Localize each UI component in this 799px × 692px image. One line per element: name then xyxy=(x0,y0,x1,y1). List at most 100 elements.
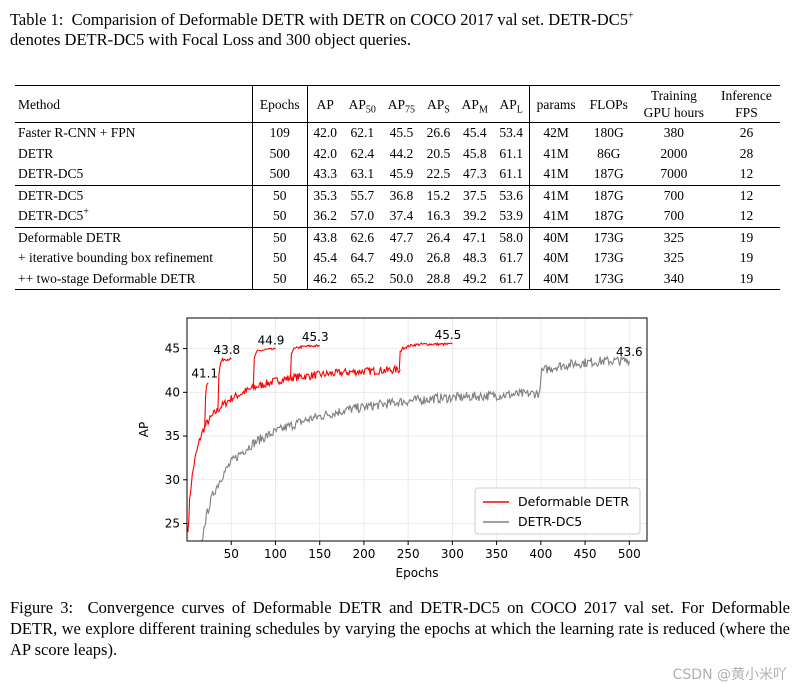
cell-gpu: 340 xyxy=(663,270,684,286)
series-branch xyxy=(398,341,453,370)
table-caption-text: Comparision of Deformable DETR with DETR… xyxy=(71,10,628,29)
cell-ap50: 62.6 xyxy=(350,229,375,245)
plot-frame xyxy=(186,317,648,542)
cell-ap: 42.0 xyxy=(306,143,343,164)
cell-apm: 48.3 xyxy=(462,250,487,266)
cell-params: 41M xyxy=(528,143,583,164)
cell-aps: 26.6 xyxy=(426,125,451,141)
cell-flops: 180G xyxy=(593,125,624,141)
cell-epochs: 109 xyxy=(251,122,308,144)
cell-gpu: 700 xyxy=(663,208,684,224)
cell-apm: 49.2 xyxy=(462,270,487,286)
cell-epochs: 500 xyxy=(251,164,308,185)
cell-fps: 19 xyxy=(739,270,754,286)
y-tick-label: 35 xyxy=(165,429,180,443)
cell-ap: 43.3 xyxy=(306,164,343,185)
cell-gpu: 380 xyxy=(663,125,684,141)
cell-fps: 12 xyxy=(739,166,754,182)
x-tick-label: 100 xyxy=(264,547,287,561)
col-gpu-hours: Training GPU hours xyxy=(643,88,705,120)
cell-apl: 61.1 xyxy=(499,166,523,182)
cell-flops: 173G xyxy=(593,229,624,245)
y-tick-label: 40 xyxy=(165,385,180,399)
x-tick-label: 500 xyxy=(618,547,641,561)
data-label: 43.8 xyxy=(213,343,240,357)
cell-ap: 46.2 xyxy=(306,268,343,290)
cell-epochs: 500 xyxy=(251,143,308,164)
figure-caption: Figure 3: Convergence curves of Deformab… xyxy=(10,597,790,660)
cell-ap75: 45.9 xyxy=(389,166,414,182)
cell-aps: 26.8 xyxy=(426,250,451,266)
chart-legend: Deformable DETR DETR-DC5 xyxy=(474,487,641,535)
cell-gpu: 2000 xyxy=(660,145,688,161)
col-epochs: Epochs xyxy=(251,85,308,123)
data-label: 45.5 xyxy=(435,328,462,342)
cell-apl: 53.4 xyxy=(499,125,523,141)
data-label: 41.1 xyxy=(191,367,218,381)
results-table: Method Epochs AP AP50 AP75 APS APM APL p… xyxy=(15,85,780,290)
table-row: DETR-DC5+ 50 36.2 57.0 37.4 16.3 39.2 53.9 41M 18… xyxy=(15,206,780,227)
cell-ap: 36.2 xyxy=(306,206,343,227)
cell-apm: 45.8 xyxy=(462,145,487,161)
cell-ap50: 62.1 xyxy=(350,125,375,141)
cell-aps: 16.3 xyxy=(426,208,451,224)
data-label: 43.6 xyxy=(616,345,643,359)
col-fps: Inference FPS xyxy=(720,88,772,120)
cell-epochs: 50 xyxy=(251,268,308,290)
y-tick-label: 25 xyxy=(165,517,180,531)
legend-label: DETR-DC5 xyxy=(518,514,582,529)
x-axis-label: Epochs xyxy=(396,566,439,580)
cell-method: + iterative bounding box refinement xyxy=(18,250,214,266)
cell-apl: 61.1 xyxy=(499,145,523,161)
cell-params: 41M xyxy=(528,164,583,185)
chart-axes: 50 100 150 200 250 300 350 400 450 500 25 30 35 40 45 xyxy=(165,317,648,561)
table-caption-sup: + xyxy=(627,10,634,22)
table-row: + iterative bounding box refinement 50 45.… xyxy=(15,248,780,269)
cell-ap75: 49.0 xyxy=(389,250,414,266)
cell-method: Deformable DETR xyxy=(18,229,122,245)
cell-apl: 53.6 xyxy=(499,187,523,203)
col-method: Method xyxy=(18,96,60,112)
figure-caption-text: Convergence curves of Deformable DETR an… xyxy=(10,598,791,659)
cell-ap: 42.0 xyxy=(306,122,343,144)
cell-epochs: 50 xyxy=(251,248,308,269)
method-sup: + xyxy=(83,206,89,218)
cell-ap75: 47.7 xyxy=(389,229,414,245)
cell-ap50: 65.2 xyxy=(350,270,375,286)
table-row: DETR 500 42.0 62.4 44.2 20.5 45.8 61.1 41M 86G 200… xyxy=(15,143,780,164)
col-apm: APM xyxy=(461,96,488,116)
table-label: Table 1: xyxy=(10,10,64,29)
cell-gpu: 325 xyxy=(663,229,684,245)
cell-fps: 12 xyxy=(739,208,754,224)
series-line-deformable-detr xyxy=(187,364,401,533)
series-line-detr-dc5 xyxy=(201,355,630,542)
table-caption-text-2: denotes DETR-DC5 with Focal Loss and 300… xyxy=(10,30,411,49)
cell-method: DETR xyxy=(18,145,54,161)
y-tick-label: 30 xyxy=(165,473,180,487)
legend-label: Deformable DETR xyxy=(518,494,629,509)
x-tick-label: 400 xyxy=(529,547,552,561)
table-row: DETR-DC5 50 35.3 55.7 36.8 15.2 37.5 53.6 41M 187… xyxy=(15,185,780,206)
col-ap50: AP50 xyxy=(348,96,376,116)
col-ap75: AP75 xyxy=(387,96,416,116)
cell-gpu: 700 xyxy=(663,187,684,203)
x-tick-label: 250 xyxy=(397,547,420,561)
cell-params: 40M xyxy=(528,248,583,269)
x-tick-label: 350 xyxy=(485,547,508,561)
cell-aps: 26.4 xyxy=(426,229,451,245)
cell-flops: 173G xyxy=(593,270,624,286)
col-flops: FLOPs xyxy=(589,96,628,112)
convergence-chart: 50 100 150 200 250 300 350 400 450 5002530354045 … xyxy=(137,317,648,580)
cell-params: 41M xyxy=(528,206,583,227)
x-tick-label: 300 xyxy=(441,547,464,561)
y-tick-label: 45 xyxy=(165,342,180,356)
y-axis-label: AP xyxy=(137,422,151,437)
cell-method: DETR-DC5 xyxy=(18,187,84,203)
x-tick-label: 150 xyxy=(308,547,331,561)
cell-gpu: 7000 xyxy=(660,166,688,182)
watermark: CSDN @黄小米吖 xyxy=(672,667,787,683)
cell-apm: 47.3 xyxy=(462,166,487,182)
cell-ap75: 45.5 xyxy=(389,125,414,141)
cell-fps: 28 xyxy=(739,145,754,161)
cell-method: Faster R-CNN + FPN xyxy=(18,125,136,141)
